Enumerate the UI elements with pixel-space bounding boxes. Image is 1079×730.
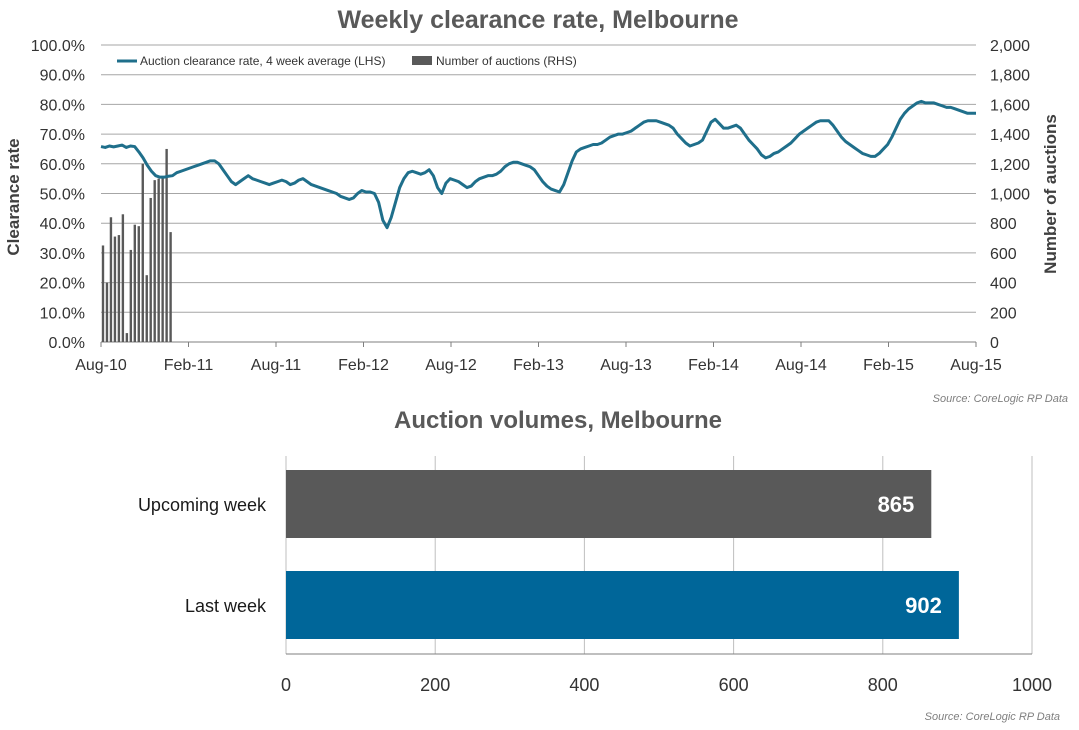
legend: Auction clearance rate, 4 week average (… xyxy=(117,54,577,68)
auction-bar xyxy=(157,178,160,342)
x-tick-label: Feb-15 xyxy=(863,357,914,374)
category-label: Upcoming week xyxy=(138,495,267,515)
x-tick-label: Feb-11 xyxy=(164,357,214,374)
x-tick-label: 1000 xyxy=(1012,675,1052,695)
data-label: 902 xyxy=(905,593,942,618)
y-tick-label-right: 1,000 xyxy=(990,187,1030,204)
legend-bar-swatch xyxy=(412,56,432,65)
data-label: 865 xyxy=(878,492,915,517)
y-tick-label-left: 0.0% xyxy=(49,335,85,352)
x-tick-label: Aug-14 xyxy=(775,357,827,374)
y-tick-label-left: 30.0% xyxy=(40,246,85,263)
left-axis-label: Clearance rate xyxy=(4,138,23,255)
volume-bar xyxy=(286,470,932,538)
y-tick-label-left: 50.0% xyxy=(40,187,85,204)
auction-volumes-chart: Auction volumes, Melbourne Upcoming week… xyxy=(138,407,1060,723)
clearance-rate-polyline xyxy=(100,99,976,230)
y-tick-label-right: 1,200 xyxy=(990,157,1030,174)
auction-bar xyxy=(101,245,105,342)
legend-label-line: Auction clearance rate, 4 week average (… xyxy=(140,54,385,68)
x-tick-label: Feb-13 xyxy=(513,357,564,374)
auction-bar xyxy=(117,235,121,342)
right-axis-label: Number of auctions xyxy=(1041,114,1060,274)
y-tick-label-right: 1,600 xyxy=(990,97,1030,114)
auction-bar xyxy=(145,275,148,342)
auction-bar xyxy=(137,226,140,342)
category-label: Last week xyxy=(185,596,267,616)
y-tick-label-left: 10.0% xyxy=(40,305,85,322)
auction-bar xyxy=(133,224,136,342)
auction-bar xyxy=(165,148,168,342)
x-tick-labels: Aug-10 Feb-11 Aug-11 Feb-12 Aug-12 Feb-13 Aug-… xyxy=(75,357,1002,374)
auction-bar xyxy=(141,163,144,342)
chart-title: Weekly clearance rate, Melbourne xyxy=(337,6,738,34)
auction-bars xyxy=(101,148,172,342)
y-tick-label-right: 600 xyxy=(990,246,1017,263)
clearance-rate-chart: Weekly clearance rate, Melbourne 0.0% 10.… xyxy=(4,6,1068,405)
auction-bar xyxy=(169,232,172,342)
y-tick-label-left: 40.0% xyxy=(40,216,85,233)
x-tick-label: Aug-13 xyxy=(600,357,652,374)
x-tick-label: 0 xyxy=(281,675,291,695)
y-tick-label-right: 400 xyxy=(990,276,1017,293)
x-tick-label: 800 xyxy=(868,675,898,695)
auction-bar xyxy=(109,217,113,342)
y-tick-label-right: 2,000 xyxy=(990,38,1030,55)
gridlines xyxy=(100,44,977,347)
x-tick-label: Aug-10 xyxy=(75,357,127,374)
y-tick-label-right: 800 xyxy=(990,216,1017,233)
y-tick-label-left: 70.0% xyxy=(40,127,85,144)
x-tick-labels: 0 200 400 600 800 1000 xyxy=(281,675,1052,695)
auction-bar xyxy=(161,177,164,342)
auction-bar xyxy=(113,236,117,342)
auction-bar xyxy=(121,214,125,342)
y-tick-label-left: 60.0% xyxy=(40,157,85,174)
clearance-rate-line xyxy=(100,99,976,230)
x-tick-label: Aug-11 xyxy=(251,357,302,374)
auction-bar xyxy=(129,249,133,342)
y-tick-label-left: 80.0% xyxy=(40,97,85,114)
x-tick-label: Feb-14 xyxy=(688,357,739,374)
auction-bar xyxy=(105,282,109,342)
x-tick-label: Feb-12 xyxy=(338,357,389,374)
y-tick-label-right: 0 xyxy=(990,335,999,352)
auction-bar xyxy=(149,197,152,342)
auction-bar xyxy=(125,333,129,342)
volume-bars: Upcoming week 865 Last week 902 xyxy=(138,470,959,639)
right-y-tick-labels: 0 200 400 600 800 1,000 1,200 1,400 1,600 1,800 2,… xyxy=(990,38,1030,352)
source-note: Source: CoreLogic RP Data xyxy=(925,711,1060,723)
y-tick-label-left: 20.0% xyxy=(40,276,85,293)
auction-bar xyxy=(153,180,156,342)
y-tick-label-left: 100.0% xyxy=(31,38,85,55)
x-tick-label: 200 xyxy=(420,675,450,695)
chart-title: Auction volumes, Melbourne xyxy=(394,407,722,434)
x-tick-label: Aug-15 xyxy=(950,357,1002,374)
y-tick-label-right: 1,800 xyxy=(990,68,1030,85)
source-note: Source: CoreLogic RP Data xyxy=(933,393,1068,405)
x-tick-label: 400 xyxy=(569,675,599,695)
left-y-tick-labels: 0.0% 10.0% 20.0% 30.0% 40.0% 50.0% 60.0% 70.0% 8… xyxy=(31,38,85,352)
legend-label-bars: Number of auctions (RHS) xyxy=(436,54,577,68)
volume-bar xyxy=(286,571,959,639)
x-tick-label: Aug-12 xyxy=(425,357,477,374)
x-tick-label: 600 xyxy=(719,675,749,695)
y-tick-label-left: 90.0% xyxy=(40,68,85,85)
y-tick-label-right: 1,400 xyxy=(990,127,1030,144)
y-tick-label-right: 200 xyxy=(990,305,1017,322)
